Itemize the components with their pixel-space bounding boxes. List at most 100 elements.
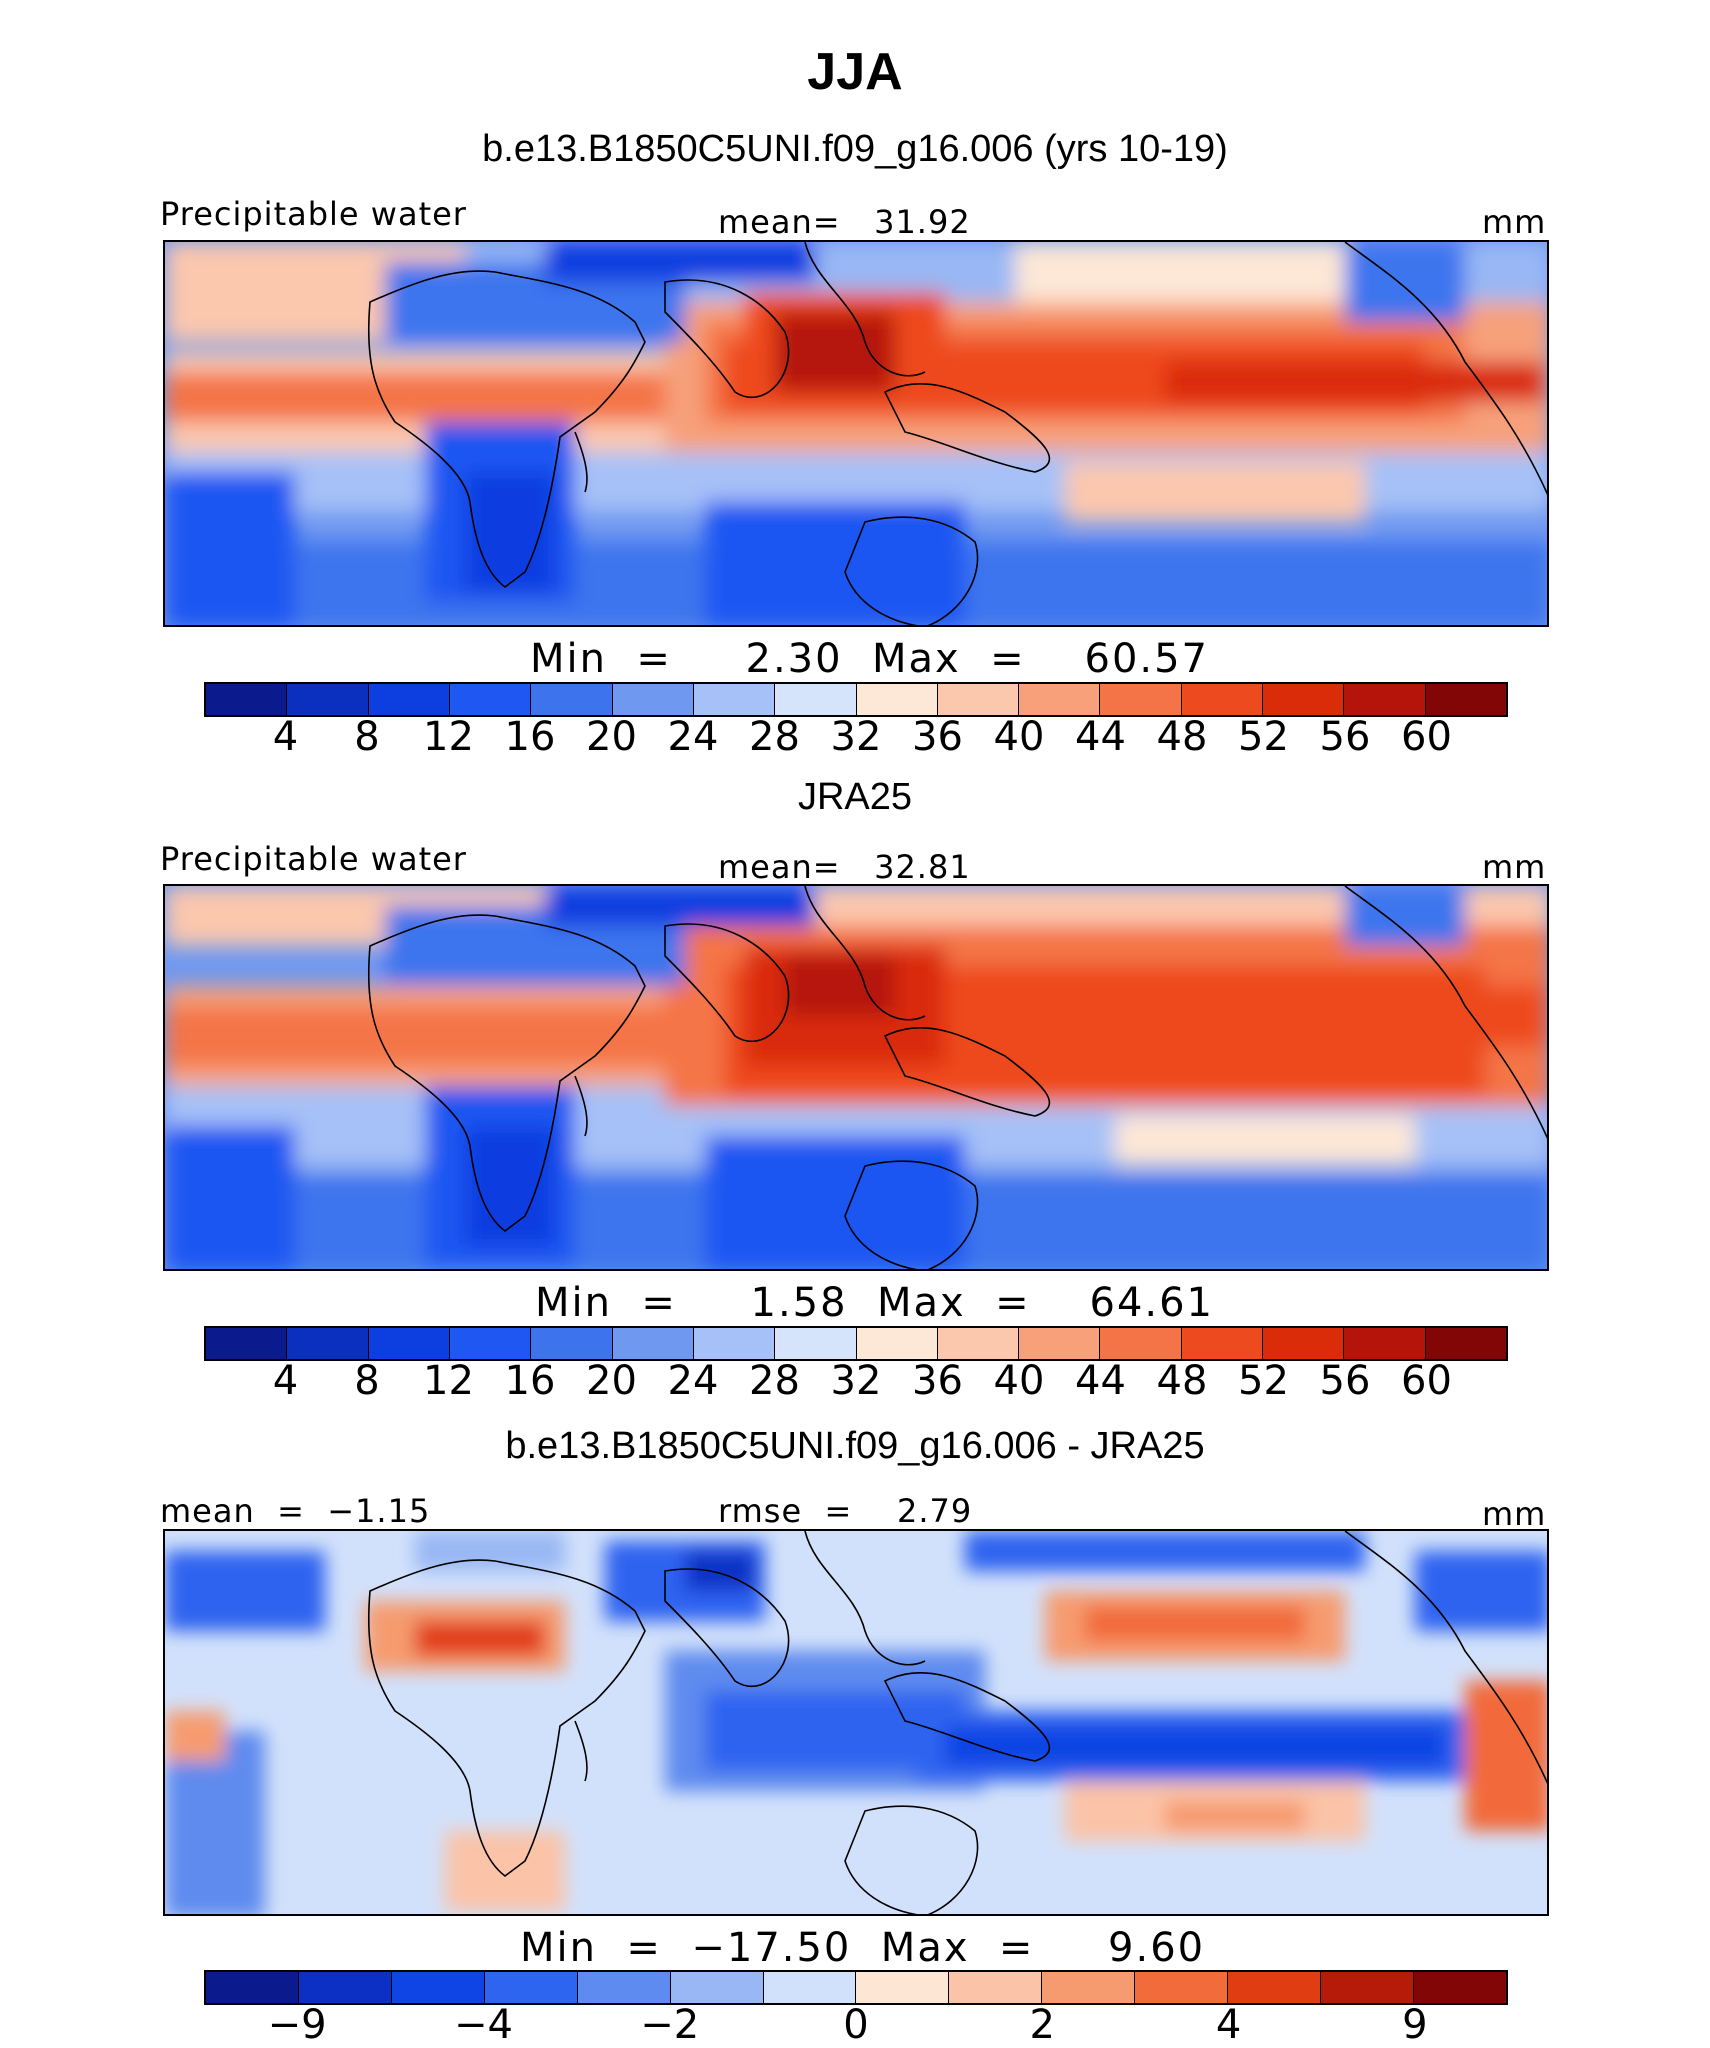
panel-2-map (163, 884, 1549, 1271)
colorbar-swatch (1100, 684, 1182, 715)
colorbar-swatch (937, 1328, 1020, 1359)
colorbar-tick-label: 44 (1075, 1358, 1126, 1404)
colorbar-tick-label: 4 (1215, 2002, 1242, 2048)
colorbar-swatch (693, 1328, 776, 1359)
colorbar-swatch (1135, 1972, 1229, 2003)
panel-2-mean-label: mean= 32.81 (718, 848, 971, 886)
panel-3-mean-label: mean = −1.15 (160, 1492, 431, 1530)
colorbar-swatch (531, 1328, 613, 1359)
colorbar-swatch (1344, 684, 1426, 715)
panel-2-variable-label: Precipitable water (160, 840, 467, 878)
colorbar-swatch (1263, 1328, 1345, 1359)
colorbar-tick-label: 48 (1156, 714, 1208, 760)
colorbar-swatch (775, 684, 857, 715)
colorbar-tick-label: 56 (1319, 1358, 1371, 1404)
colorbar-tick-label: 40 (993, 1358, 1045, 1404)
panel-1-map-field (165, 242, 1547, 625)
panel-2-title: JRA25 (797, 776, 913, 818)
colorbar-swatch (391, 1972, 485, 2003)
panel-3-title: b.e13.B1850C5UNI.f09_g16.006 - JRA25 (505, 1425, 1205, 1467)
colorbar-tick-label: 2 (1029, 2002, 1056, 2048)
colorbar-swatch (949, 1972, 1043, 2003)
panel-3-map-field (165, 1531, 1547, 1914)
colorbar-tick-label: 4 (272, 1358, 299, 1404)
colorbar-swatch (1425, 684, 1506, 715)
colorbar-swatch (298, 1972, 392, 2003)
colorbar-tick-label: 24 (667, 1358, 719, 1404)
colorbar-swatch (484, 1972, 578, 2003)
colorbar-tick-label: 32 (830, 714, 882, 760)
colorbar-swatch (693, 684, 776, 715)
figure-title: JJA (807, 43, 903, 101)
colorbar-swatch (1425, 1328, 1506, 1359)
colorbar-swatch (1344, 1328, 1426, 1359)
panel-1-minmax: Min = 2.30 Max = 60.57 (530, 636, 1209, 682)
colorbar-swatch (1181, 684, 1264, 715)
colorbar-swatch (287, 1328, 369, 1359)
colorbar-tick-label: 12 (423, 714, 474, 760)
colorbar-swatch (368, 684, 450, 715)
colorbar-swatch (763, 1972, 857, 2003)
colorbar-swatch (856, 1972, 950, 2003)
colorbar-tick-label: −9 (267, 2002, 327, 2048)
panel-2-minmax: Min = 1.58 Max = 64.61 (535, 1280, 1214, 1326)
colorbar-swatch (856, 1328, 938, 1359)
colorbar-swatch (1228, 1972, 1322, 2003)
colorbar-swatch (449, 684, 532, 715)
colorbar-swatch (670, 1972, 764, 2003)
panel-1-title: b.e13.B1850C5UNI.f09_g16.006 (yrs 10-19) (482, 128, 1228, 170)
panel-2-colorbar (204, 1326, 1508, 1361)
colorbar-tick-label: −4 (453, 2002, 513, 2048)
panel-3-map (163, 1529, 1549, 1916)
colorbar-tick-label: 4 (272, 714, 299, 760)
colorbar-swatch (856, 684, 938, 715)
colorbar-tick-label: 36 (912, 1358, 963, 1404)
colorbar-swatch (206, 1328, 288, 1359)
panel-2-units-label: mm (1482, 848, 1547, 886)
colorbar-swatch (1321, 1972, 1414, 2003)
colorbar-swatch (206, 684, 288, 715)
colorbar-swatch (775, 1328, 857, 1359)
colorbar-tick-label: 8 (354, 714, 380, 760)
colorbar-swatch (612, 684, 694, 715)
colorbar-tick-label: −2 (640, 2002, 700, 2048)
colorbar-swatch (1413, 1972, 1506, 2003)
panel-1-variable-label: Precipitable water (160, 195, 467, 233)
colorbar-swatch (368, 1328, 450, 1359)
colorbar-tick-label: 56 (1319, 714, 1371, 760)
colorbar-swatch (1019, 684, 1101, 715)
colorbar-tick-label: 36 (912, 714, 963, 760)
colorbar-swatch (449, 1328, 532, 1359)
colorbar-tick-label: 32 (830, 1358, 882, 1404)
colorbar-swatch (1019, 1328, 1101, 1359)
colorbar-tick-label: 44 (1075, 714, 1126, 760)
panel-2-map-field (165, 886, 1547, 1269)
colorbar-tick-label: 8 (354, 1358, 380, 1404)
colorbar-tick-label: 16 (504, 1358, 556, 1404)
panel-3-colorbar (204, 1970, 1508, 2005)
colorbar-tick-label: 0 (843, 2002, 869, 2048)
panel-3-units-label: mm (1482, 1495, 1547, 1533)
colorbar-swatch (1042, 1972, 1136, 2003)
colorbar-tick-label: 9 (1402, 2002, 1428, 2048)
colorbar-tick-label: 60 (1401, 1358, 1452, 1404)
colorbar-tick-label: 52 (1238, 1358, 1289, 1404)
panel-1-mean-label: mean= 31.92 (718, 203, 971, 241)
colorbar-tick-label: 40 (993, 714, 1045, 760)
colorbar-swatch (612, 1328, 694, 1359)
colorbar-swatch (531, 684, 613, 715)
colorbar-swatch (1100, 1328, 1182, 1359)
colorbar-tick-label: 24 (667, 714, 719, 760)
colorbar-tick-label: 28 (749, 1358, 800, 1404)
panel-1-map (163, 240, 1549, 627)
colorbar-tick-label: 48 (1156, 1358, 1208, 1404)
colorbar-swatch (1181, 1328, 1264, 1359)
panel-3-minmax: Min = −17.50 Max = 9.60 (520, 1925, 1206, 1971)
colorbar-swatch (937, 684, 1020, 715)
colorbar-tick-label: 12 (423, 1358, 474, 1404)
colorbar-swatch (206, 1972, 299, 2003)
colorbar-swatch (1263, 684, 1345, 715)
colorbar-swatch (577, 1972, 671, 2003)
colorbar-tick-label: 60 (1401, 714, 1452, 760)
colorbar-tick-label: 52 (1238, 714, 1289, 760)
